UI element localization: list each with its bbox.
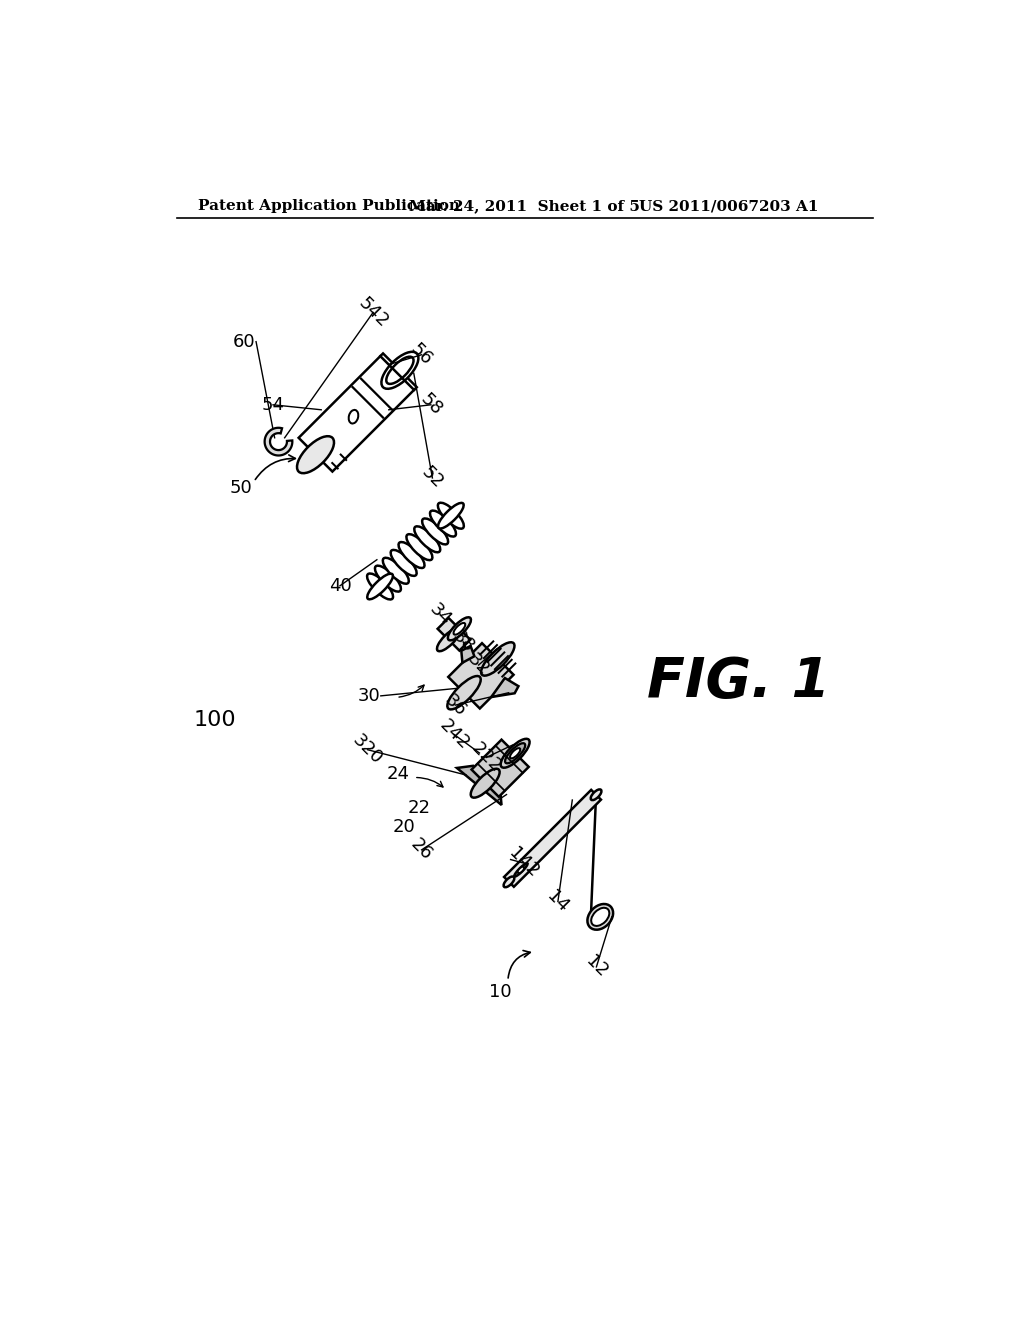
Ellipse shape: [505, 743, 525, 763]
Polygon shape: [457, 766, 502, 805]
Text: 14: 14: [544, 887, 572, 916]
Ellipse shape: [386, 356, 414, 384]
FancyArrowPatch shape: [399, 685, 424, 697]
Ellipse shape: [415, 527, 440, 552]
Ellipse shape: [588, 904, 613, 929]
Ellipse shape: [422, 519, 449, 544]
Ellipse shape: [407, 535, 432, 560]
Text: 34: 34: [426, 599, 455, 628]
Polygon shape: [472, 739, 528, 797]
Text: 542: 542: [354, 294, 391, 331]
Text: 100: 100: [194, 710, 237, 730]
Text: 26: 26: [408, 836, 436, 865]
Text: 54: 54: [261, 396, 285, 413]
Ellipse shape: [504, 876, 514, 887]
Ellipse shape: [368, 574, 393, 599]
Polygon shape: [264, 428, 292, 455]
Ellipse shape: [481, 643, 514, 676]
Text: 56: 56: [408, 341, 436, 370]
Text: 36: 36: [441, 690, 470, 719]
FancyArrowPatch shape: [417, 777, 443, 787]
Text: 222: 222: [468, 739, 505, 776]
Ellipse shape: [591, 789, 601, 800]
Text: 58: 58: [417, 391, 445, 420]
Text: 12: 12: [582, 953, 611, 981]
Text: 50: 50: [229, 479, 252, 496]
Polygon shape: [504, 789, 601, 887]
Ellipse shape: [447, 618, 471, 640]
Ellipse shape: [391, 550, 417, 576]
Ellipse shape: [438, 503, 464, 529]
Ellipse shape: [591, 908, 609, 925]
Text: 242: 242: [435, 715, 472, 752]
Text: 142: 142: [505, 845, 542, 882]
Ellipse shape: [518, 867, 524, 873]
Ellipse shape: [501, 739, 529, 768]
Polygon shape: [492, 678, 518, 697]
FancyArrowPatch shape: [255, 455, 295, 479]
Ellipse shape: [367, 573, 393, 599]
Polygon shape: [461, 645, 474, 663]
Ellipse shape: [510, 748, 520, 759]
Text: US 2011/0067203 A1: US 2011/0067203 A1: [639, 199, 818, 213]
Text: Patent Application Publication: Patent Application Publication: [199, 199, 461, 213]
Ellipse shape: [383, 558, 409, 583]
Ellipse shape: [514, 863, 527, 876]
Polygon shape: [299, 354, 417, 471]
Text: 32: 32: [464, 651, 494, 680]
Text: 20: 20: [392, 818, 416, 836]
Ellipse shape: [297, 436, 334, 473]
Text: FIG. 1: FIG. 1: [647, 655, 830, 709]
Ellipse shape: [430, 511, 456, 536]
Ellipse shape: [438, 503, 464, 528]
Text: 24: 24: [387, 766, 410, 783]
Ellipse shape: [471, 768, 500, 797]
Ellipse shape: [398, 543, 425, 568]
Ellipse shape: [349, 411, 358, 424]
Text: 52: 52: [418, 463, 446, 492]
Ellipse shape: [454, 623, 465, 635]
Text: 30: 30: [357, 686, 381, 705]
Text: 22: 22: [408, 799, 431, 817]
Text: 40: 40: [329, 577, 351, 595]
Text: 38: 38: [449, 627, 477, 656]
Ellipse shape: [381, 352, 419, 389]
Ellipse shape: [375, 566, 401, 591]
Ellipse shape: [437, 628, 460, 651]
Polygon shape: [437, 618, 470, 651]
Text: 60: 60: [233, 333, 256, 351]
Text: 320: 320: [349, 731, 386, 768]
Ellipse shape: [447, 676, 480, 709]
Text: 10: 10: [488, 982, 511, 1001]
FancyArrowPatch shape: [508, 950, 530, 978]
Text: Mar. 24, 2011  Sheet 1 of 5: Mar. 24, 2011 Sheet 1 of 5: [410, 199, 640, 213]
Polygon shape: [449, 643, 514, 709]
